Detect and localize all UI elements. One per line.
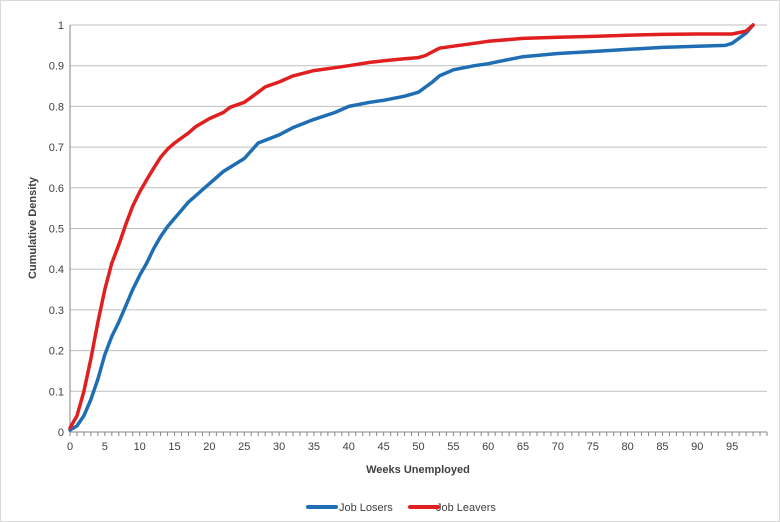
x-tick-label: 25 — [238, 441, 250, 453]
x-tick-label: 85 — [656, 441, 668, 453]
x-tick-label: 65 — [517, 441, 529, 453]
y-tick-label: 0.7 — [49, 142, 64, 154]
y-tick-label: 0 — [58, 427, 64, 439]
x-tick-label: 0 — [67, 441, 73, 453]
y-tick-label: 1 — [58, 20, 64, 32]
x-tick-label: 55 — [447, 441, 459, 453]
x-tick-label: 70 — [552, 441, 564, 453]
y-tick-label: 0.6 — [49, 183, 64, 195]
x-tick-label: 60 — [482, 441, 494, 453]
series-lines — [68, 23, 755, 432]
axes — [69, 25, 768, 436]
x-tick-label: 10 — [134, 441, 146, 453]
x-tick-label: 75 — [587, 441, 599, 453]
y-tick-label: 0.1 — [49, 386, 64, 398]
y-axis-title: Cumulative Density — [27, 176, 39, 279]
x-tick-label: 35 — [308, 441, 320, 453]
gridlines — [70, 24, 767, 392]
x-tick-label: 50 — [412, 441, 424, 453]
y-tick-label: 0.5 — [49, 224, 64, 236]
x-tick-label: 30 — [273, 441, 285, 453]
y-tick-label: 0.2 — [49, 346, 64, 358]
x-tick-label: 5 — [102, 441, 108, 453]
y-tick-label: 0.9 — [49, 61, 64, 73]
y-tick-label: 0.3 — [49, 305, 64, 317]
x-tick-label: 95 — [726, 441, 738, 453]
series-line-job-losers — [68, 23, 755, 432]
legend-label-job-losers: Job Losers — [339, 502, 393, 514]
y-tick-labels: 0 0.1 0.2 0.3 0.4 0.5 0.6 0.7 0.8 0.9 1 — [49, 20, 64, 439]
x-tick-labels: 0 5 10 15 20 25 30 35 40 45 50 55 60 65 70 75 80 85 90 95 — [67, 441, 738, 453]
x-axis-title: Weeks Unemployed — [366, 464, 470, 476]
legend: Job Losers Job Leavers — [306, 502, 496, 514]
x-tick-label: 45 — [378, 441, 390, 453]
y-tick-label: 0.8 — [49, 101, 64, 113]
x-tick-label: 90 — [691, 441, 703, 453]
x-tick-label: 40 — [343, 441, 355, 453]
y-tick-label: 0.4 — [49, 264, 64, 276]
series-line-job-leavers — [68, 23, 755, 430]
legend-label-job-leavers: Job Leavers — [436, 502, 496, 514]
x-tick-label: 80 — [621, 441, 633, 453]
x-tick-label: 15 — [168, 441, 180, 453]
x-tick-label: 20 — [203, 441, 215, 453]
